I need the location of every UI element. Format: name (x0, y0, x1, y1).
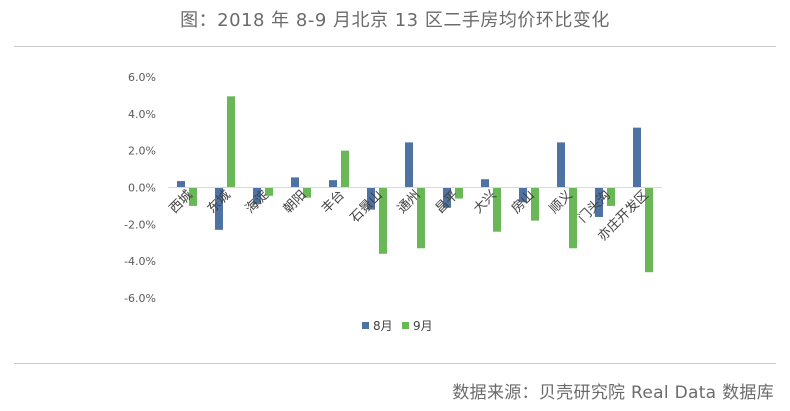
bar-aug (329, 180, 337, 188)
legend: 8月 9月 (362, 319, 433, 333)
bar-aug (367, 187, 375, 210)
bar-sep (607, 187, 615, 206)
bar-aug (557, 142, 565, 188)
legend-label: 8月 (373, 319, 393, 333)
bar-aug (215, 187, 223, 230)
bar-aug (595, 187, 603, 217)
bars-group (177, 96, 653, 273)
bar-aug (405, 142, 413, 188)
legend-swatch (362, 322, 369, 329)
bar-aug (253, 187, 261, 205)
bar-sep (645, 187, 653, 273)
y-tick-label: 2.0% (128, 145, 156, 158)
bar-sep (569, 187, 577, 249)
category-label: 东城 (205, 188, 234, 217)
legend-swatch (402, 322, 409, 329)
y-tick-label: 4.0% (128, 108, 156, 121)
bar-sep (379, 187, 387, 254)
y-axis: -6.0% -4.0% -2.0% 0.0% 2.0% 4.0% 6.0% (124, 71, 156, 305)
y-tick-label: 6.0% (128, 71, 156, 84)
bar-sep (265, 187, 273, 196)
bar-aug (291, 177, 299, 188)
top-divider (14, 46, 776, 47)
y-tick-label: -4.0% (124, 255, 156, 268)
chart-title: 图：2018 年 8-9 月北京 13 区二手房均价环比变化 (180, 10, 610, 31)
bar-aug (481, 179, 489, 188)
bar-sep (531, 187, 539, 221)
category-label: 丰台 (319, 188, 348, 217)
bar-sep (189, 187, 197, 206)
y-tick-label: -6.0% (124, 292, 156, 305)
legend-label: 9月 (413, 319, 433, 333)
data-source: 数据来源：贝壳研究院 Real Data 数据库 (452, 383, 774, 403)
bar-sep (303, 187, 311, 198)
bar-sep (493, 187, 501, 232)
bar-aug (177, 181, 185, 188)
bar-sep (417, 187, 425, 249)
bar-aug (633, 127, 641, 188)
bar-sep (455, 187, 463, 199)
bottom-divider (14, 363, 776, 364)
bar-sep (341, 150, 349, 188)
bar-sep (227, 96, 235, 188)
bar-aug (443, 187, 451, 208)
bar-aug (519, 187, 527, 203)
y-tick-label: 0.0% (128, 182, 156, 195)
y-tick-label: -2.0% (124, 218, 156, 231)
